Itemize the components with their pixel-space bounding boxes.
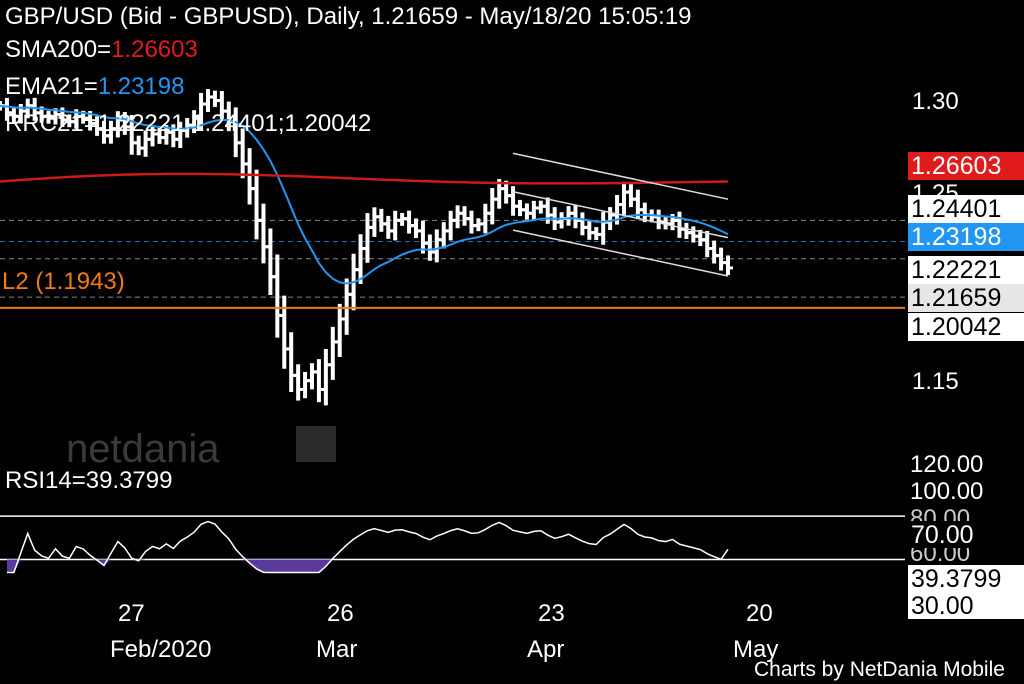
price-tick-130: 1.30 (912, 88, 959, 115)
ema-label: EMA21= (5, 73, 98, 100)
rrc-readout: RRC21=1.22221;1.24401;1.20042 (5, 110, 372, 137)
rsi-30-box: 30.00 (908, 592, 1024, 620)
footer-credit: Charts by NetDania Mobile (754, 658, 1005, 681)
rsi-oversold-fill (6, 559, 728, 573)
ema-readout: EMA21=1.23198 (5, 73, 184, 101)
sma-price-box: 1.26603 (908, 152, 1024, 180)
sma-readout: SMA200=1.26603 (5, 36, 198, 64)
regression-channel-line (512, 191, 729, 239)
rsi-tick-100: 100.00 (910, 478, 984, 505)
rrc-upper-price-box: 1.24401 (908, 195, 1024, 223)
x-tick-23: 23 (538, 600, 565, 627)
ema21-line (0, 104, 729, 285)
rrc-lower-price-box: 1.20042 (908, 313, 1024, 341)
netdania-watermark: netdania (66, 426, 336, 471)
x-tick-20: 20 (746, 600, 773, 627)
sma200-line (0, 172, 729, 185)
regression-channel-line (512, 229, 729, 277)
x-tick-26: 26 (327, 600, 354, 627)
x-tick-27: 27 (118, 600, 145, 627)
rsi-readout: RSI14=39.3799 (5, 467, 173, 494)
ema-price-box: 1.23198 (908, 223, 1024, 251)
rsi-tick-120: 120.00 (910, 451, 984, 478)
rsi14-line (6, 520, 729, 574)
x-month-mar: Mar (316, 636, 358, 663)
x-month-feb: Feb/2020 (110, 636, 212, 663)
price-tick-115: 1.15 (912, 368, 959, 395)
rsi-value-box: 39.3799 (908, 565, 1024, 593)
x-month-apr: Apr (527, 636, 565, 663)
chart-title: GBP/USD (Bid - GBPUSD), Daily, 1.21659 -… (5, 3, 692, 30)
level-label: L2 (1.1943) (2, 268, 125, 295)
rrc-mid-price-box: 1.22221 (908, 256, 1024, 284)
x-month-may: May (733, 636, 779, 663)
rsi-70-box: 70.00 (908, 521, 1024, 549)
watermark-grid-icon (296, 426, 336, 462)
watermark-text: netdania (66, 427, 220, 471)
sma-label: SMA200= (5, 36, 112, 63)
ema-value: 1.23198 (97, 73, 185, 100)
current-price-box: 1.21659 (908, 284, 1024, 312)
sma-value: 1.26603 (111, 36, 198, 63)
regression-channel-line (512, 152, 729, 200)
